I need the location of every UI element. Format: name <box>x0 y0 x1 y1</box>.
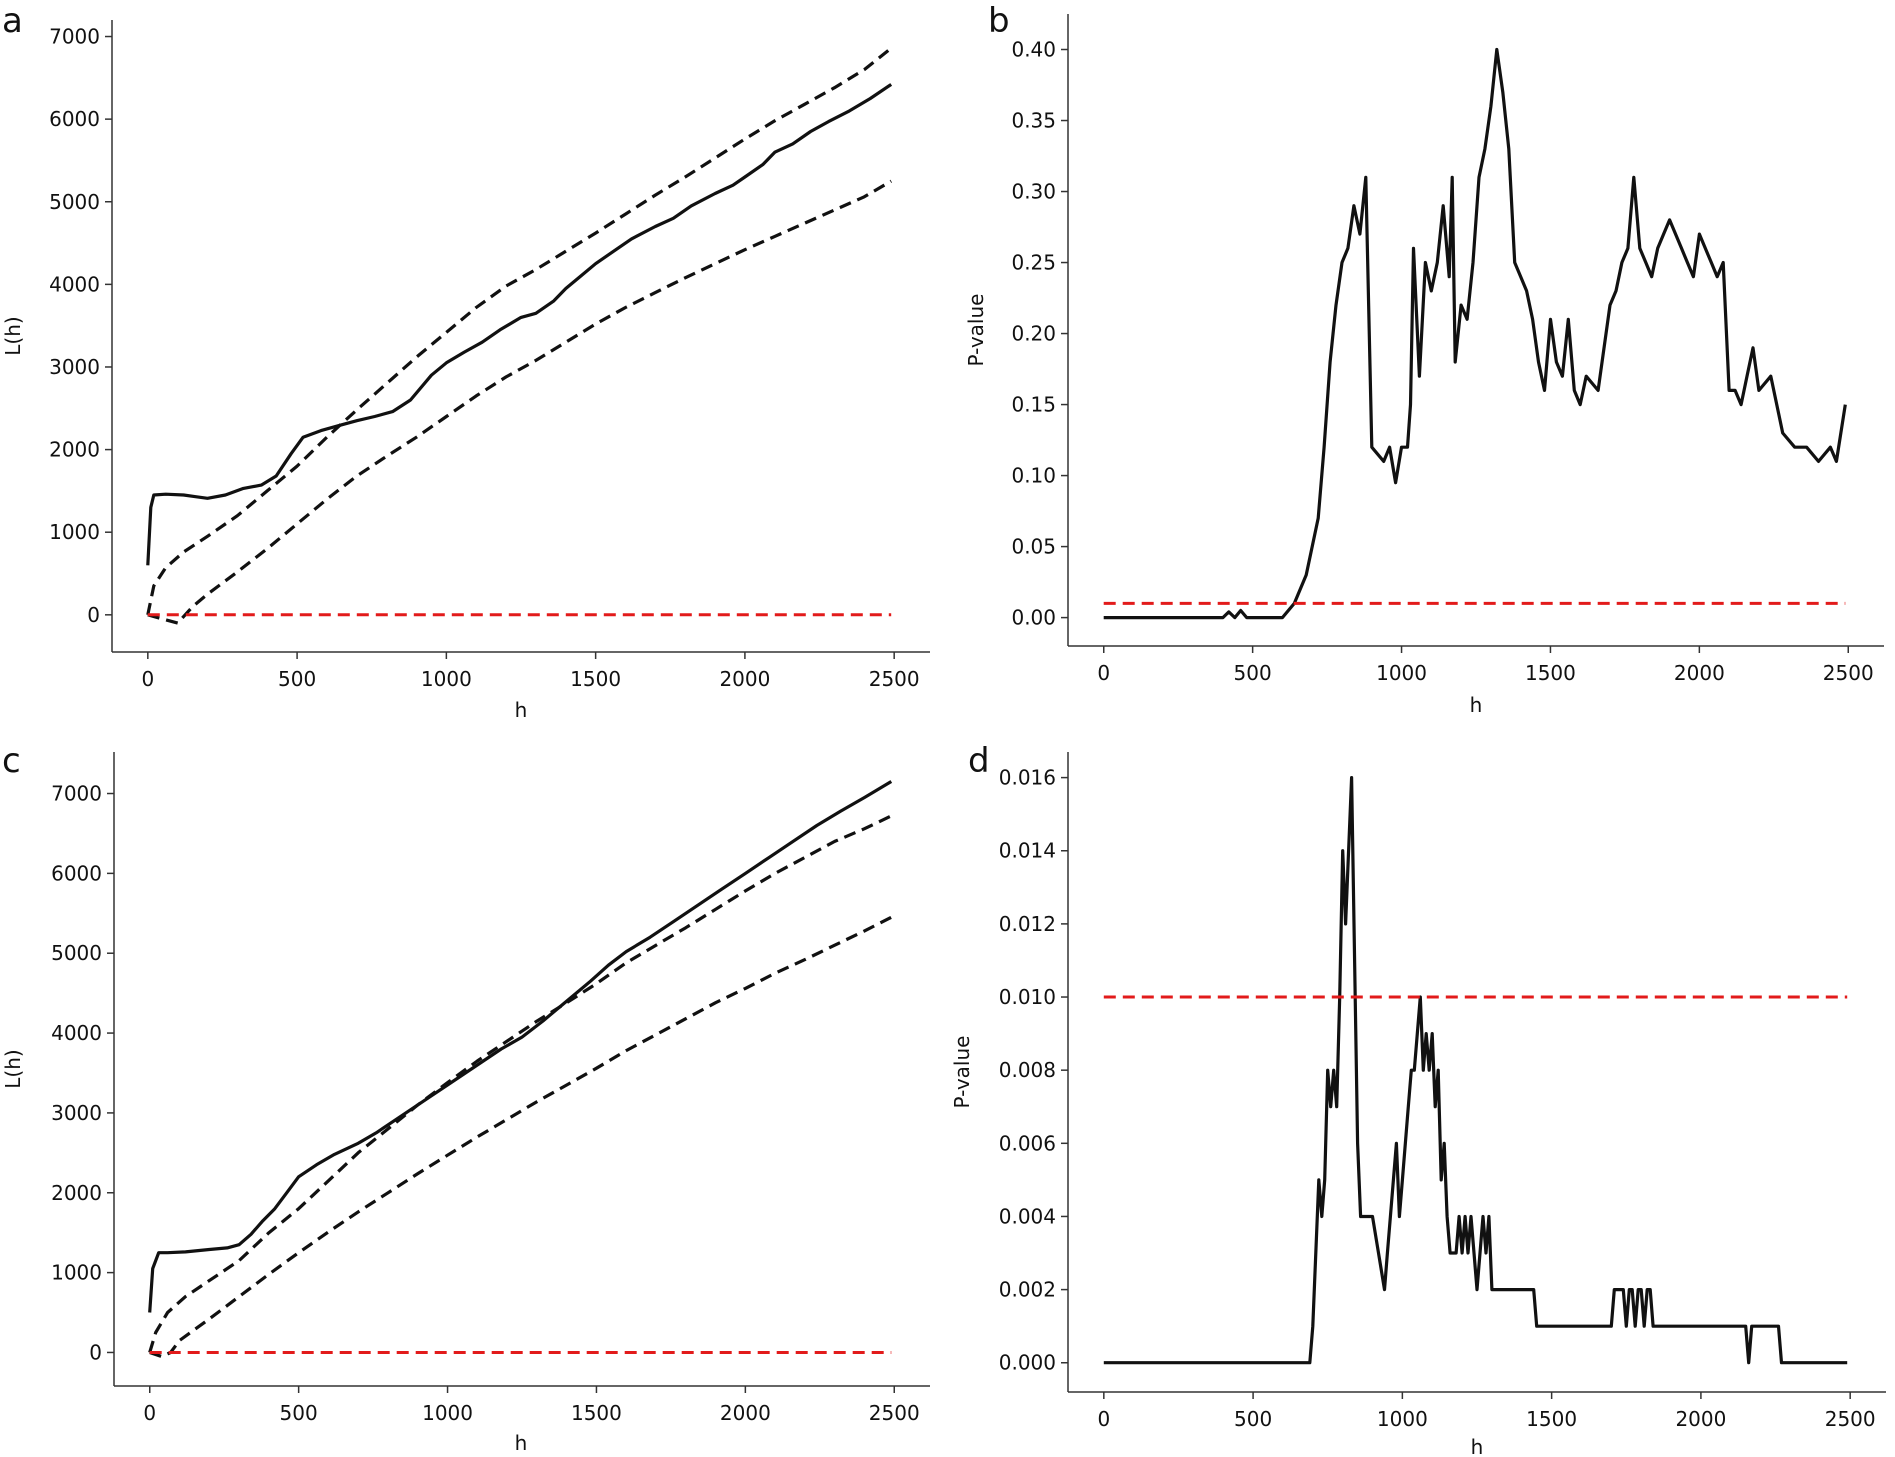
panel-c-y-tick-label: 5000 <box>51 941 102 965</box>
panel-b-xlabel: h <box>1470 693 1483 717</box>
panel-d-xlabel: h <box>1471 1435 1484 1457</box>
panel-c-x-tick-label: 500 <box>280 1401 318 1425</box>
panel-d-y-tick-label: 0.000 <box>999 1351 1056 1375</box>
panel-d-x-tick-label: 1500 <box>1526 1407 1577 1431</box>
panel-a-x-tick-label: 0 <box>141 667 154 691</box>
panel-c-y-tick-label: 0 <box>89 1340 102 1364</box>
panel-c-y-tick-label: 1000 <box>51 1261 102 1285</box>
panel-c-x-tick-label: 2500 <box>869 1401 920 1425</box>
panel-a-y-tick-label: 2000 <box>49 438 100 462</box>
panel-d: d P-value h 0 500 1000 1500 2000 2500 0.000 0.0… <box>950 741 1886 1457</box>
panel-a-ylabel: L(h) <box>1 316 25 355</box>
panel-b-y-tick-label: 0.00 <box>1011 606 1056 630</box>
panel-a-y-tick-label: 3000 <box>49 355 100 379</box>
panel-a-xlabel: h <box>515 698 528 722</box>
panel-d-y-tick-label: 0.014 <box>999 839 1056 863</box>
panel-a-series-upper-envelope <box>146 46 893 616</box>
panel-b-y-tick-label: 0.20 <box>1011 322 1056 346</box>
panel-b-x-tick-label: 1500 <box>1525 661 1576 685</box>
panel-a-x-tick-label: 500 <box>278 667 316 691</box>
panel-a-series-lower-envelope <box>147 179 893 625</box>
panel-a-x-tick-label: 1000 <box>421 667 472 691</box>
panel-b-ylabel: P-value <box>964 294 988 367</box>
panel-d-x-tick-label: 2000 <box>1675 1407 1726 1431</box>
panel-d-y-tick-label: 0.010 <box>999 985 1056 1009</box>
panel-d-y-tick-label: 0.012 <box>999 912 1056 936</box>
panel-c-series-l-h-observed <box>148 780 893 1313</box>
panel-d-y-tick-label: 0.002 <box>999 1278 1056 1302</box>
panel-c-series-lower-envelope <box>149 915 893 1359</box>
panel-a-y-tick-label: 7000 <box>49 25 100 49</box>
panel-d-x-tick-label: 2500 <box>1825 1407 1876 1431</box>
panel-a: a L(h) h 0 500 1000 1500 2000 2500 0 1000 2000 30… <box>1 1 930 722</box>
panel-b: b P-value h 0 500 1000 1500 2000 2500 0.00 0.05… <box>964 1 1884 717</box>
panel-b-x-tick-label: 2000 <box>1674 661 1725 685</box>
panel-a-x-tick-label: 2000 <box>719 667 770 691</box>
panel-b-y-tick-label: 0.15 <box>1011 393 1056 417</box>
panel-a-x-tick-label: 1500 <box>570 667 621 691</box>
panel-d-series-p-value <box>1103 776 1848 1365</box>
panel-a-y-tick-label: 6000 <box>49 107 100 131</box>
panel-a-y-tick-label: 4000 <box>49 272 100 296</box>
panel-c-y-tick-label: 4000 <box>51 1021 102 1045</box>
panel-d-x-tick-label: 500 <box>1234 1407 1272 1431</box>
panel-b-series-p-value <box>1103 47 1847 620</box>
panel-a-y-tick-label: 5000 <box>49 190 100 214</box>
panel-c-x-tick-label: 1500 <box>571 1401 622 1425</box>
panel-c-ylabel: L(h) <box>1 1049 25 1088</box>
panel-b-x-tick-label: 500 <box>1234 661 1272 685</box>
panel-d-ylabel: P-value <box>950 1036 974 1109</box>
panel-b-letter: b <box>988 1 1010 41</box>
panel-c-series-upper-envelope <box>148 814 892 1353</box>
panel-a-x-tick-label: 2500 <box>869 667 920 691</box>
panel-c-y-tick-label: 7000 <box>51 782 102 806</box>
panel-d-x-tick-label: 0 <box>1097 1407 1110 1431</box>
panel-d-y-tick-label: 0.016 <box>999 766 1056 790</box>
panel-b-x-tick-label: 1000 <box>1376 661 1427 685</box>
panel-d-y-tick-label: 0.006 <box>999 1131 1056 1155</box>
panel-c-x-tick-label: 2000 <box>720 1401 771 1425</box>
panel-c-xlabel: h <box>515 1431 528 1455</box>
panel-a-letter: a <box>2 1 23 41</box>
panel-b-y-tick-label: 0.40 <box>1011 38 1056 62</box>
panel-a-series-l-h-observed <box>146 83 893 566</box>
panel-c-letter: c <box>2 741 21 781</box>
panel-b-y-tick-label: 0.10 <box>1011 464 1056 488</box>
panel-c-x-tick-label: 0 <box>143 1401 156 1425</box>
panel-a-y-tick-label: 1000 <box>49 520 100 544</box>
panel-b-y-tick-label: 0.35 <box>1011 109 1056 133</box>
panel-c-x-tick-label: 1000 <box>422 1401 473 1425</box>
panel-b-y-tick-label: 0.25 <box>1011 251 1056 275</box>
panel-c-y-tick-label: 2000 <box>51 1181 102 1205</box>
panel-b-x-tick-label: 2500 <box>1823 661 1874 685</box>
panel-b-x-tick-label: 0 <box>1097 661 1110 685</box>
panel-c-y-tick-label: 6000 <box>51 861 102 885</box>
panel-d-y-tick-label: 0.004 <box>999 1204 1056 1228</box>
panel-d-letter: d <box>968 741 990 781</box>
panel-b-y-tick-label: 0.30 <box>1011 180 1056 204</box>
panel-c-y-tick-label: 3000 <box>51 1101 102 1125</box>
panel-c: c L(h) h 0 500 1000 1500 2000 2500 0 1000 2000 30… <box>1 741 930 1455</box>
panel-d-y-tick-label: 0.008 <box>999 1058 1056 1082</box>
panel-d-x-tick-label: 1000 <box>1377 1407 1428 1431</box>
panel-b-y-tick-label: 0.05 <box>1011 535 1056 559</box>
panel-a-y-tick-label: 0 <box>87 603 100 627</box>
